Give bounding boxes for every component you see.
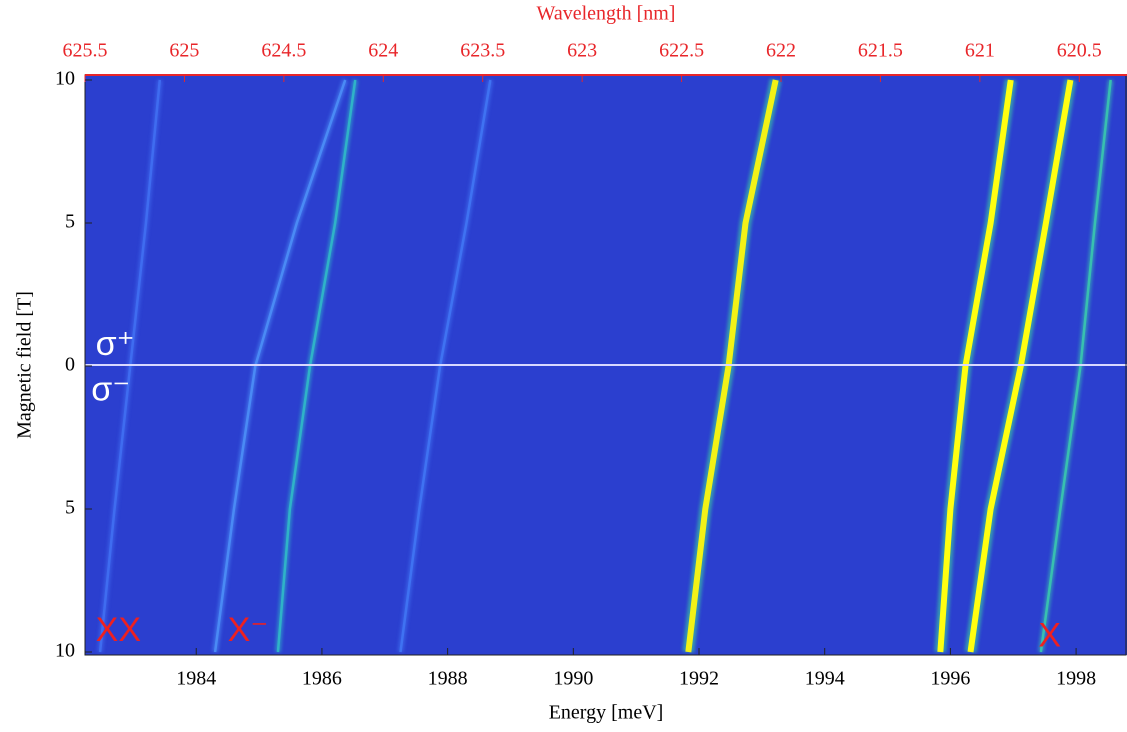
x-axis-label: Energy [meV] [549, 702, 664, 724]
x-tick-label: 1994 [805, 668, 845, 690]
y-tick-label: 10 [55, 640, 75, 662]
y-axis-label: Magnetic field [T] [14, 291, 36, 439]
x-tick-label: 1996 [930, 668, 970, 690]
y-tick-label: 0 [65, 354, 75, 376]
x2-tick-label: 622.5 [659, 40, 704, 62]
x2-tick-label: 622 [766, 40, 796, 62]
x2-tick-label: 621.5 [858, 40, 903, 62]
x-tick-label: 1988 [428, 668, 468, 690]
x2-tick-label: 624.5 [261, 40, 306, 62]
y-tick-label: 5 [65, 497, 75, 519]
x-tick-label: 1986 [302, 668, 342, 690]
x2-tick-label: 623 [567, 40, 597, 62]
annotation: XX [96, 611, 141, 649]
annotation: X⁻ [228, 611, 269, 649]
y-tick-label: 10 [55, 68, 75, 90]
x2-tick-label: 620.5 [1057, 40, 1102, 62]
x2-tick-label: 625.5 [63, 40, 108, 62]
annotation: σ⁺ [96, 325, 135, 363]
x-tick-label: 1984 [176, 668, 216, 690]
annotation: σ⁻ [91, 371, 130, 409]
top-axis-group: Wavelength [nm] 625.5 625 624.5 624 623.5 623… [63, 3, 1102, 82]
x-tick-label: 1990 [553, 668, 593, 690]
x2-tick-label: 621 [965, 40, 995, 62]
x2-tick-label: 623.5 [460, 40, 505, 62]
axes: Energy [meV] Magnetic field [T] [14, 291, 664, 723]
x-tick-label: 1992 [679, 668, 719, 690]
x2-axis-label: Wavelength [nm] [537, 3, 676, 25]
x-tick-label: 1998 [1056, 668, 1096, 690]
y-tick-label: 5 [65, 211, 75, 233]
annotation: X [1038, 617, 1061, 655]
x2-tick-label: 625 [169, 40, 199, 62]
x2-tick-label: 624 [368, 40, 398, 62]
